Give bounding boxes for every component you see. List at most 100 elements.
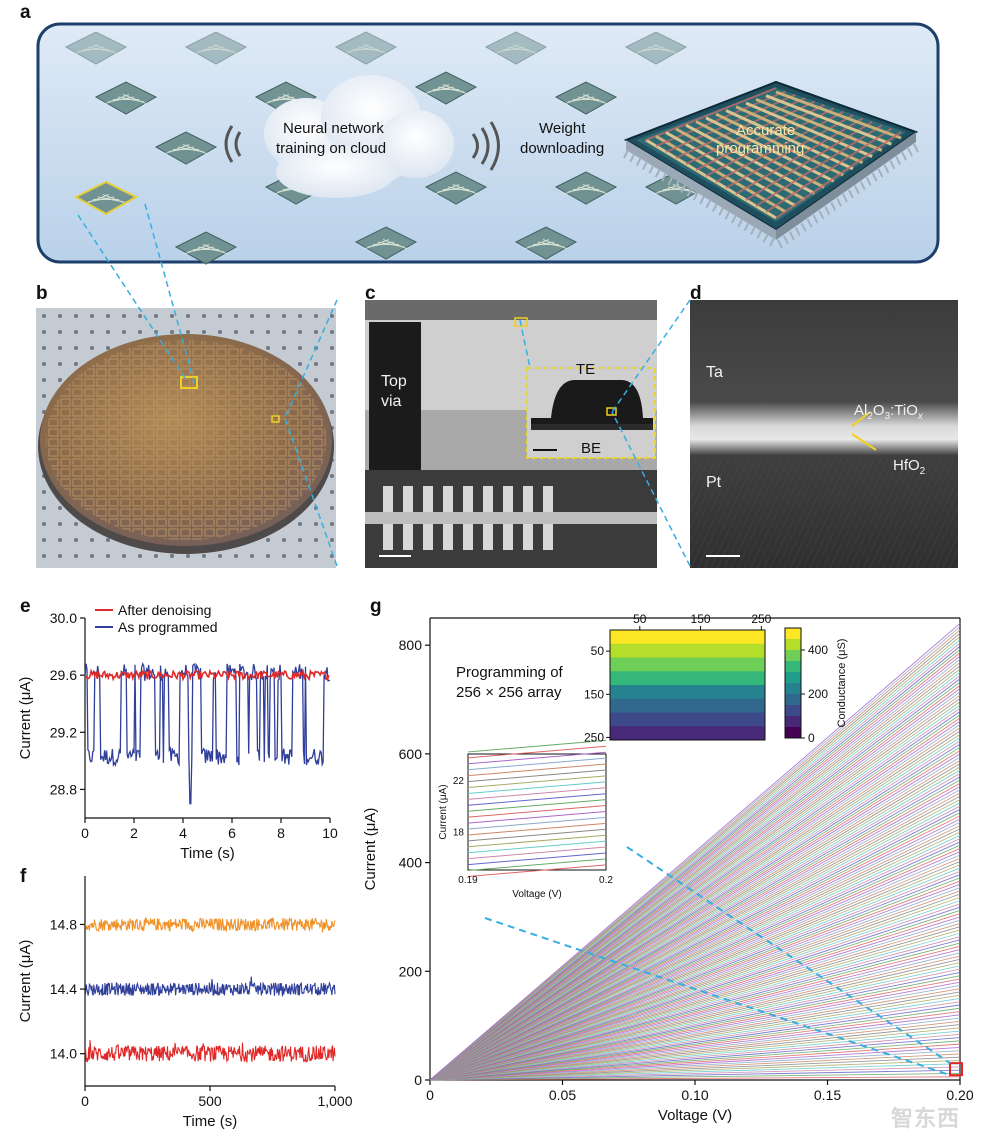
heatmap-band — [610, 671, 765, 686]
x-tick-label: 2 — [130, 825, 138, 841]
iv-line — [429, 841, 961, 1081]
iv-line — [429, 867, 961, 1081]
zoom-x-tick-label: 0.2 — [599, 875, 613, 886]
colorbar-segment — [785, 694, 801, 706]
chip-pin — [777, 239, 783, 249]
iv-line — [429, 792, 961, 1081]
iv-line — [429, 978, 961, 1081]
iv-line — [429, 900, 961, 1081]
panel-f-letter: f — [20, 866, 27, 887]
iv-line — [429, 831, 961, 1081]
series-after-denoising — [84, 668, 330, 682]
heatmap-x-tick-label: 50 — [633, 612, 647, 626]
crossbar-wire — [775, 131, 902, 219]
hfo2-label: HfO2 — [893, 457, 926, 477]
panel-c-letter: c — [365, 283, 376, 304]
zoom-y-tick-label: 22 — [453, 776, 465, 787]
chip-tile — [254, 81, 318, 115]
heatmap-band — [610, 698, 765, 713]
metal-stripe — [383, 524, 393, 550]
chip-pin — [794, 227, 801, 236]
zoom-line — [467, 745, 607, 759]
metal-stripe — [523, 486, 533, 512]
be-label: BE — [581, 440, 602, 457]
crossbar-wire — [675, 97, 806, 159]
iv-line — [429, 733, 961, 1081]
iv-line — [429, 857, 961, 1081]
chip-pin — [818, 210, 825, 220]
iv-line — [429, 890, 961, 1081]
panel-b-letter: b — [36, 283, 48, 304]
x-tick-label: 4 — [179, 825, 187, 841]
iv-line — [429, 916, 961, 1081]
chip-tile — [554, 81, 618, 115]
iv-line — [429, 760, 961, 1081]
iv-line — [429, 1017, 961, 1081]
zoom-x-label: Voltage (V) — [512, 889, 561, 900]
series-level-14.4 — [84, 976, 336, 997]
crossbar-wire — [715, 110, 844, 183]
chip-pin — [783, 235, 789, 245]
series-level-14.0 — [84, 1040, 336, 1064]
iv-line — [429, 835, 961, 1081]
zoom-line — [467, 793, 607, 806]
colorbar-segment — [785, 705, 801, 717]
zoom-line — [467, 775, 607, 789]
y-tick-label: 14.8 — [50, 916, 77, 932]
iv-line — [429, 802, 961, 1081]
cloud-label-line2: training on cloud — [276, 140, 387, 157]
metal-stripe — [423, 486, 433, 512]
crossbar-wire — [745, 120, 873, 201]
iv-line — [429, 1069, 961, 1081]
chip-pin — [654, 168, 661, 178]
zoom-inset-lines — [467, 739, 607, 877]
zoom-line — [467, 834, 607, 848]
chip-pin — [830, 201, 837, 211]
zoom-line — [467, 739, 607, 753]
crossbar-wire — [725, 114, 854, 189]
x-axis-label: Time (s) — [180, 845, 234, 862]
chip-label-line1: Accurate — [736, 122, 796, 139]
iv-line — [429, 1056, 961, 1081]
zoom-line — [467, 769, 607, 783]
iv-line — [429, 786, 961, 1081]
x-tick-label: 1,000 — [317, 1093, 352, 1109]
x-tick-label: 0.10 — [681, 1087, 708, 1103]
chip-pin — [806, 218, 813, 228]
iv-line — [429, 799, 961, 1081]
y-tick-label: 14.0 — [50, 1046, 77, 1062]
iv-line — [429, 763, 961, 1081]
iv-line — [429, 929, 961, 1081]
heatmap-x-tick-label: 150 — [691, 612, 711, 626]
iv-line — [429, 945, 961, 1081]
metal-stripe — [443, 486, 453, 512]
metal-stripe — [483, 486, 493, 512]
panel-g-letter: g — [370, 596, 382, 617]
crossbar-wire — [735, 117, 864, 195]
iv-line — [429, 887, 961, 1081]
chip-pin — [718, 206, 725, 216]
chip-pin — [667, 176, 674, 186]
iv-line — [429, 1066, 961, 1081]
chip-pin — [680, 183, 687, 193]
colorbar-segment — [785, 661, 801, 673]
x-tick-label: 0 — [426, 1087, 434, 1103]
zoom-line — [467, 858, 607, 872]
panel-b-wafer-photo — [36, 308, 336, 568]
zoom-x-tick-label: 0.19 — [458, 875, 478, 886]
chart-f: 0 500 1,000 14.0 14.4 14.8 Time (s) Current (μA… — [17, 876, 353, 1130]
iv-line — [429, 1001, 961, 1081]
crossbar-wire — [745, 101, 873, 158]
zoom-line — [467, 757, 607, 771]
iv-line — [429, 1004, 961, 1081]
iv-line — [429, 913, 961, 1081]
chip-tile — [554, 171, 618, 205]
panel-d-hrtem-image — [690, 300, 958, 568]
iv-line — [429, 828, 961, 1081]
iv-line — [429, 1063, 961, 1081]
metal-stripe — [383, 486, 393, 512]
iv-line — [429, 769, 961, 1081]
crossbar-chip — [623, 80, 919, 249]
colorbar-segment — [785, 727, 801, 739]
iv-line — [429, 988, 961, 1081]
